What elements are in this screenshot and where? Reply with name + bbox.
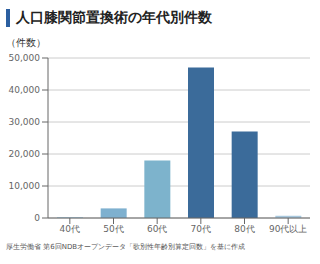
svg-text:50,000: 50,000 xyxy=(9,53,41,63)
svg-text:20,000: 20,000 xyxy=(9,149,41,159)
svg-text:80代: 80代 xyxy=(234,224,254,234)
svg-text:30,000: 30,000 xyxy=(9,117,41,127)
svg-text:70代: 70代 xyxy=(191,224,211,234)
html-text:（件数）: （件数） xyxy=(6,37,46,48)
svg-text:50代: 50代 xyxy=(103,224,123,234)
svg-text:0: 0 xyxy=(34,213,40,223)
html-text:人口膝関節置換術の年代別件数: 人口膝関節置換術の年代別件数 xyxy=(16,9,212,25)
svg-text:10,000: 10,000 xyxy=(9,181,41,191)
svg-text:90代以上: 90代以上 xyxy=(269,224,307,234)
svg-text:40,000: 40,000 xyxy=(9,85,41,95)
html-text:厚生労働省 第6回NDBオープンデータ「歌別性年齢別算定回数: 厚生労働省 第6回NDBオープンデータ「歌別性年齢別算定回数」を基に作成 xyxy=(6,243,246,251)
svg-text:40代: 40代 xyxy=(60,224,80,234)
svg-text:60代: 60代 xyxy=(147,224,167,234)
